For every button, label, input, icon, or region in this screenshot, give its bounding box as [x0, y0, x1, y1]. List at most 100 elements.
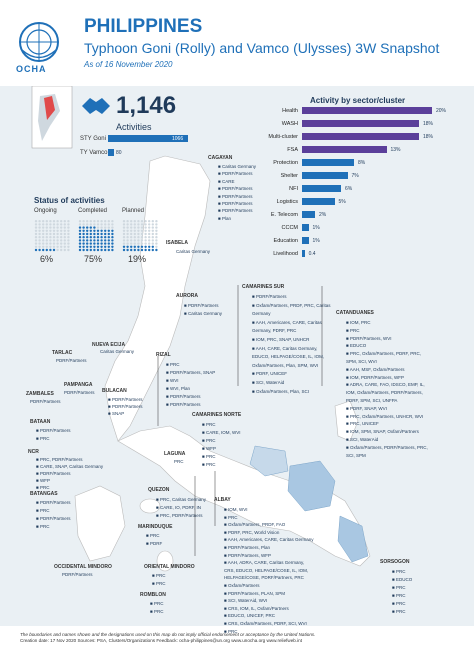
status-dot — [49, 220, 52, 223]
status-dot — [67, 236, 70, 239]
status-pct-0: 6% — [40, 254, 54, 264]
status-dot — [151, 236, 154, 239]
status-dot — [126, 232, 129, 236]
status-dot — [133, 226, 136, 229]
status-title: Status of activities — [34, 196, 105, 205]
status-dot — [67, 248, 70, 252]
status-dot — [52, 239, 56, 242]
status-dot — [122, 248, 126, 252]
org-item: ■ PRC — [36, 436, 50, 441]
status-dot — [49, 226, 52, 229]
status-dot — [42, 223, 45, 226]
sector-label: NFI — [289, 186, 298, 192]
org-list-cagayan: ■ Caritas Germany ■ PDRF/Partners ■ CARE ■ … — [218, 163, 256, 222]
status-dot — [56, 245, 59, 248]
status-dot — [140, 232, 144, 236]
status-dot — [100, 226, 103, 229]
status-dot — [38, 236, 41, 239]
status-dot — [140, 236, 144, 239]
status-dot — [137, 226, 140, 229]
status-pct-2: 19% — [128, 254, 147, 264]
ty-vamco-label: TY Vamco — [80, 150, 108, 156]
org-nueva-ecija: Caritas Germany — [100, 349, 135, 354]
status-dot — [45, 242, 48, 245]
org-occidental-mindoro: PDRF/Partners — [62, 572, 93, 577]
status-dot — [144, 248, 147, 252]
status-dot — [78, 239, 82, 242]
prov-pampanga: PAMPANGA — [64, 382, 93, 388]
sector-chart-title: Activity by sector/cluster — [310, 96, 406, 105]
status-dot — [140, 245, 144, 248]
org-item: ■ PDRF/Partners — [218, 208, 253, 214]
status-dot — [140, 220, 144, 223]
status-dot — [89, 232, 92, 236]
status-dot — [56, 220, 59, 223]
org-item: ■ PRC — [36, 508, 50, 513]
status-dot — [96, 229, 100, 232]
prov-camarines-sur: CAMARINES SUR — [242, 284, 285, 290]
sector-value: 7% — [351, 173, 359, 179]
status-dot — [93, 229, 96, 232]
prov-bulacan: BULACAN — [102, 388, 127, 394]
status-dot — [86, 223, 89, 226]
status-dot — [137, 239, 140, 242]
status-dot — [52, 242, 56, 245]
status-dot — [148, 239, 151, 242]
status-dot — [86, 220, 89, 223]
status-dot — [86, 236, 89, 239]
status-dot — [111, 223, 114, 226]
status-dot — [56, 236, 59, 239]
status-dot — [122, 232, 126, 236]
status-dot — [130, 220, 133, 223]
status-dot — [122, 223, 126, 226]
org-item: ■ PDRF/Partners — [218, 171, 253, 177]
org-item: ■ PRC — [152, 581, 166, 586]
status-dot — [82, 239, 85, 242]
status-dot — [100, 223, 103, 226]
sty-goni-bar — [108, 135, 188, 142]
status-dot — [104, 248, 107, 252]
status-dot — [60, 229, 63, 232]
org-item: ■ IOM, SPM, SNAP, Oxfam/Partners — [346, 429, 419, 435]
status-dot — [52, 245, 56, 248]
org-item: ■ PDRF/Partners — [218, 186, 253, 192]
prov-camarines-norte: CAMARINES NORTE — [192, 412, 242, 418]
org-item: ■ PDRF/Partners — [218, 201, 253, 207]
status-dot — [111, 245, 114, 248]
status-dot — [148, 242, 151, 245]
status-dot — [144, 236, 147, 239]
status-dot — [111, 229, 114, 232]
status-dot — [155, 248, 158, 252]
date-label: As of 16 November 2020 — [84, 60, 173, 69]
status-dot — [104, 236, 107, 239]
status-dot — [96, 236, 100, 239]
status-dot — [89, 223, 92, 226]
status-dot — [45, 232, 48, 236]
status-dot — [148, 248, 151, 252]
org-list-camarines-sur: ■ PDRF/Partners ■ Oxfam/Partners, PRDF, P… — [252, 293, 332, 396]
status-dot — [60, 220, 63, 223]
org-item: ■ PRC — [36, 485, 50, 490]
status-dot — [130, 236, 133, 239]
org-list-quezon: ■ PRC, Caritas Germany ■ CARE, IO, PDRF, … — [156, 496, 206, 520]
status-dot — [133, 236, 136, 239]
status-dot-grid-0 — [34, 220, 70, 252]
status-dot — [144, 223, 147, 226]
status-dot — [38, 220, 41, 223]
org-item: ■ Plan — [218, 215, 231, 221]
status-dot — [60, 248, 63, 252]
org-item: ■ AAH, Americares, CARE, Caritas Germany — [224, 537, 314, 543]
status-dot — [140, 223, 144, 226]
status-dot — [148, 223, 151, 226]
status-dot-grid-1 — [78, 220, 114, 252]
sector-value: 5% — [338, 199, 346, 205]
org-item: ■ WVI — [166, 378, 179, 383]
status-dot — [78, 223, 82, 226]
status-dot — [45, 248, 48, 252]
status-dot — [49, 239, 52, 242]
status-dot — [122, 236, 126, 239]
status-dot — [93, 236, 96, 239]
org-item: ■ SCI, WaterAid, WVI — [224, 598, 268, 604]
org-item: ■ PRC — [146, 533, 160, 538]
